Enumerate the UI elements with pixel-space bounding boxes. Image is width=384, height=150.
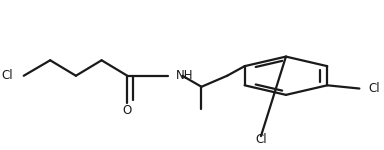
Text: Cl: Cl [369, 82, 380, 95]
Text: Cl: Cl [255, 133, 267, 146]
Text: O: O [122, 104, 132, 117]
Text: NH: NH [176, 69, 193, 82]
Text: Cl: Cl [1, 69, 13, 82]
